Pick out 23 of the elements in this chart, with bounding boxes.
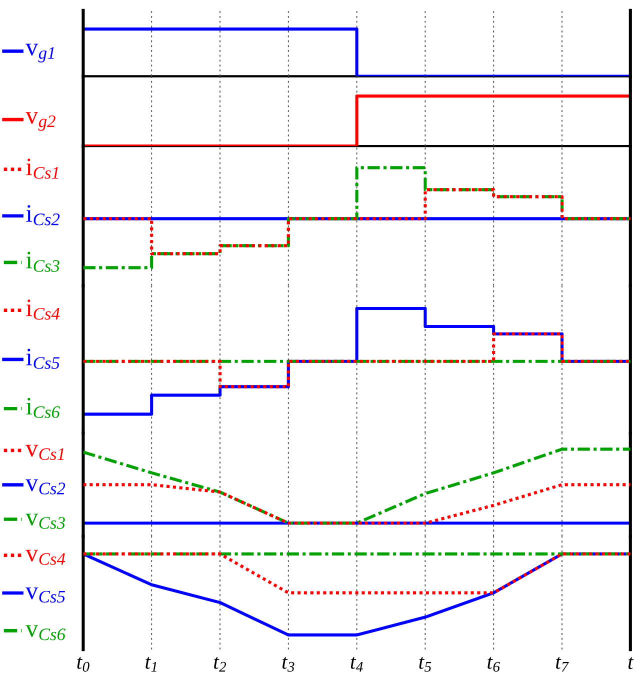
series-label: i$_{Cs4}$ [26, 300, 60, 320]
x-tick-label: t$_{1}$ [146, 656, 156, 672]
text: i$_{Cs5}$ [26, 348, 60, 369]
x-tick-label: t$_{0}$ [77, 656, 90, 672]
x-tick-label: t [628, 657, 634, 670]
legend-label: i$_{Cs2}$ [26, 205, 60, 226]
x-tick-label: t$_{3}$ [282, 656, 294, 672]
legend-label: i$_{Cs3}$ [26, 252, 60, 272]
legend-label: v$_{Cs4}$ [26, 550, 66, 565]
x-tick-label: t$_{4}$ [350, 656, 363, 672]
series-label: v$_{Cs2}$ [26, 479, 66, 494]
x-tick-label: t$_{6}$ [488, 656, 500, 672]
x-tick-label: t$_{2}$ [214, 656, 226, 672]
legend-label: v$_{Cs5}$ [26, 588, 66, 603]
series-label: v$_{Cs1}$ [26, 444, 64, 460]
legend-label: i$_{Cs6}$ [26, 398, 60, 418]
legend-label: v$_{g1}$ [26, 44, 54, 62]
legend-label: v$_{g2}$ [26, 112, 56, 131]
x-tick-label: t$_{7}$ [556, 656, 569, 672]
series-label: i$_{Cs1}$ [26, 158, 58, 179]
x-tick-label: t$_{5}$ [419, 656, 432, 672]
text: v$_{Cs3}$ [26, 514, 65, 529]
legend-label: v$_{Cs6}$ [26, 625, 66, 640]
